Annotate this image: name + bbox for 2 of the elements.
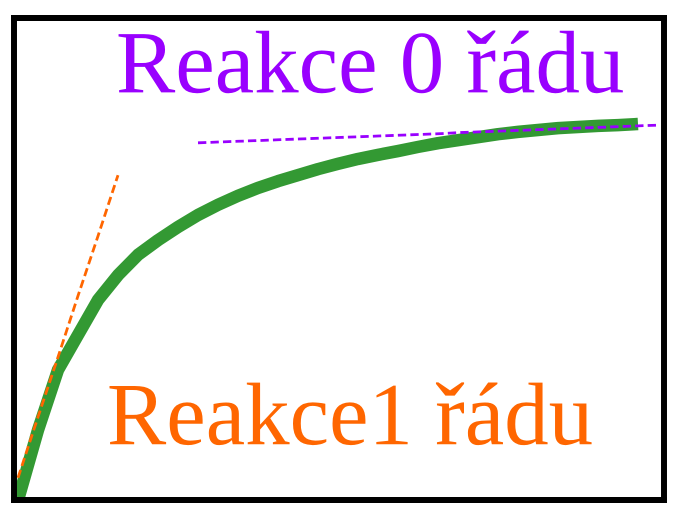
series-label: Reakce 0 řádu	[118, 30, 623, 94]
series-label: Reakce1 řádu	[110, 382, 592, 446]
